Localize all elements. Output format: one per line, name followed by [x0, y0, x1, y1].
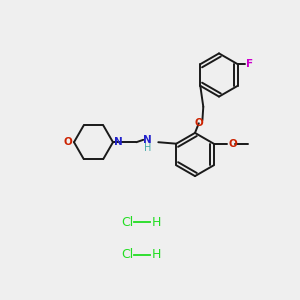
Text: O: O: [194, 118, 203, 128]
Text: H: H: [152, 215, 161, 229]
Text: O: O: [229, 139, 238, 149]
Text: H: H: [144, 142, 152, 153]
Text: N: N: [115, 137, 123, 147]
Text: F: F: [246, 59, 253, 69]
Text: H: H: [152, 248, 161, 262]
Text: N: N: [143, 135, 152, 145]
Text: Cl: Cl: [121, 215, 134, 229]
Text: O: O: [64, 137, 73, 147]
Text: Cl: Cl: [121, 248, 134, 262]
